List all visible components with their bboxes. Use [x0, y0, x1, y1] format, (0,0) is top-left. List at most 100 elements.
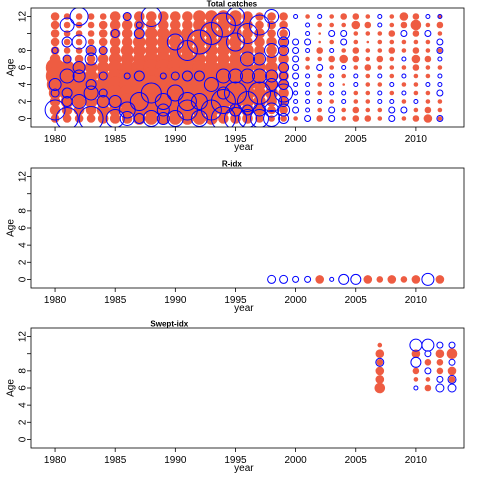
bubble — [169, 112, 182, 125]
bubble — [363, 275, 373, 284]
bubble — [316, 47, 324, 54]
bubble — [267, 29, 276, 38]
bubble — [353, 73, 359, 79]
bubble — [425, 82, 431, 87]
bubble — [447, 374, 457, 384]
bubble — [364, 64, 372, 71]
x-tick-label: 2005 — [345, 295, 368, 306]
bubble — [59, 17, 75, 33]
bubble — [341, 116, 347, 121]
bubble — [279, 12, 288, 21]
bubble — [226, 8, 245, 26]
bubble — [400, 106, 408, 114]
bubble — [412, 115, 420, 122]
bubble — [437, 107, 443, 113]
bubble — [278, 36, 290, 48]
x-tick-label: 1985 — [104, 455, 127, 466]
y-axis-label: Age — [6, 58, 17, 76]
bubble — [266, 96, 277, 107]
bubble — [340, 38, 348, 46]
bubble — [87, 13, 95, 20]
bubble — [353, 82, 359, 87]
bubble — [63, 47, 71, 54]
bubble — [389, 14, 395, 19]
panel-title: R-idx — [222, 160, 243, 169]
bubble — [437, 82, 443, 87]
bubble — [279, 105, 288, 115]
series-2 — [44, 8, 444, 127]
bubble — [436, 21, 444, 29]
bubble — [365, 73, 371, 79]
bubble — [435, 349, 445, 359]
bubble — [293, 99, 299, 104]
bubble — [365, 90, 371, 96]
bubble — [263, 110, 281, 127]
bubble — [341, 90, 347, 96]
bubble — [274, 83, 294, 103]
bubble — [341, 22, 347, 28]
bubble — [377, 342, 383, 348]
bubble — [50, 20, 60, 30]
bubble — [413, 99, 419, 104]
bubble — [83, 85, 99, 101]
bubble — [377, 99, 383, 104]
bubble — [329, 99, 335, 104]
bubble — [410, 356, 422, 368]
bubble — [389, 22, 395, 28]
bubble — [145, 112, 158, 125]
bubble — [375, 357, 385, 367]
bubble — [253, 103, 266, 117]
bubble — [413, 82, 419, 87]
bubble — [315, 275, 325, 284]
bubble — [376, 55, 384, 63]
series-1 — [374, 342, 458, 394]
bubble — [264, 102, 280, 118]
bubble — [318, 40, 322, 44]
bubble — [98, 37, 108, 47]
bubble — [447, 383, 457, 393]
bubble — [317, 82, 323, 87]
bubble — [412, 13, 420, 20]
bubble — [69, 8, 89, 26]
bubble — [425, 14, 431, 19]
bubble — [292, 64, 300, 71]
bubble — [421, 338, 435, 352]
bubble — [425, 90, 431, 96]
bubble — [210, 106, 236, 127]
bubble — [305, 99, 311, 104]
bubble — [98, 71, 108, 81]
bubble — [374, 382, 386, 394]
bubble — [99, 13, 107, 20]
bubble — [389, 82, 395, 87]
bubble — [166, 110, 184, 127]
bubble — [50, 88, 60, 98]
bubble — [237, 23, 258, 44]
bubble — [377, 31, 383, 36]
bubble — [228, 68, 243, 84]
bubble — [376, 358, 384, 366]
bubble — [123, 72, 131, 80]
bubble — [389, 90, 395, 96]
bubble — [110, 29, 120, 38]
bubble — [154, 93, 172, 110]
bubble — [87, 30, 95, 37]
bubble — [329, 90, 335, 96]
y-tick-label: 4 — [18, 402, 29, 408]
bubble — [377, 82, 383, 87]
bubble — [255, 12, 264, 21]
bubble — [436, 89, 444, 97]
bubble — [425, 22, 431, 28]
bubble — [352, 13, 360, 20]
bubble — [446, 348, 458, 360]
panel-title: Total catches — [207, 0, 258, 9]
bubble — [401, 116, 407, 121]
bubble — [437, 73, 443, 79]
y-axis-label: Age — [6, 379, 17, 397]
bubble — [413, 39, 419, 45]
bubble — [279, 20, 288, 30]
bubble — [140, 8, 162, 27]
bubble — [425, 65, 431, 70]
bubble — [388, 47, 396, 54]
bubble — [365, 56, 371, 62]
x-tick-label: 2010 — [405, 134, 428, 145]
